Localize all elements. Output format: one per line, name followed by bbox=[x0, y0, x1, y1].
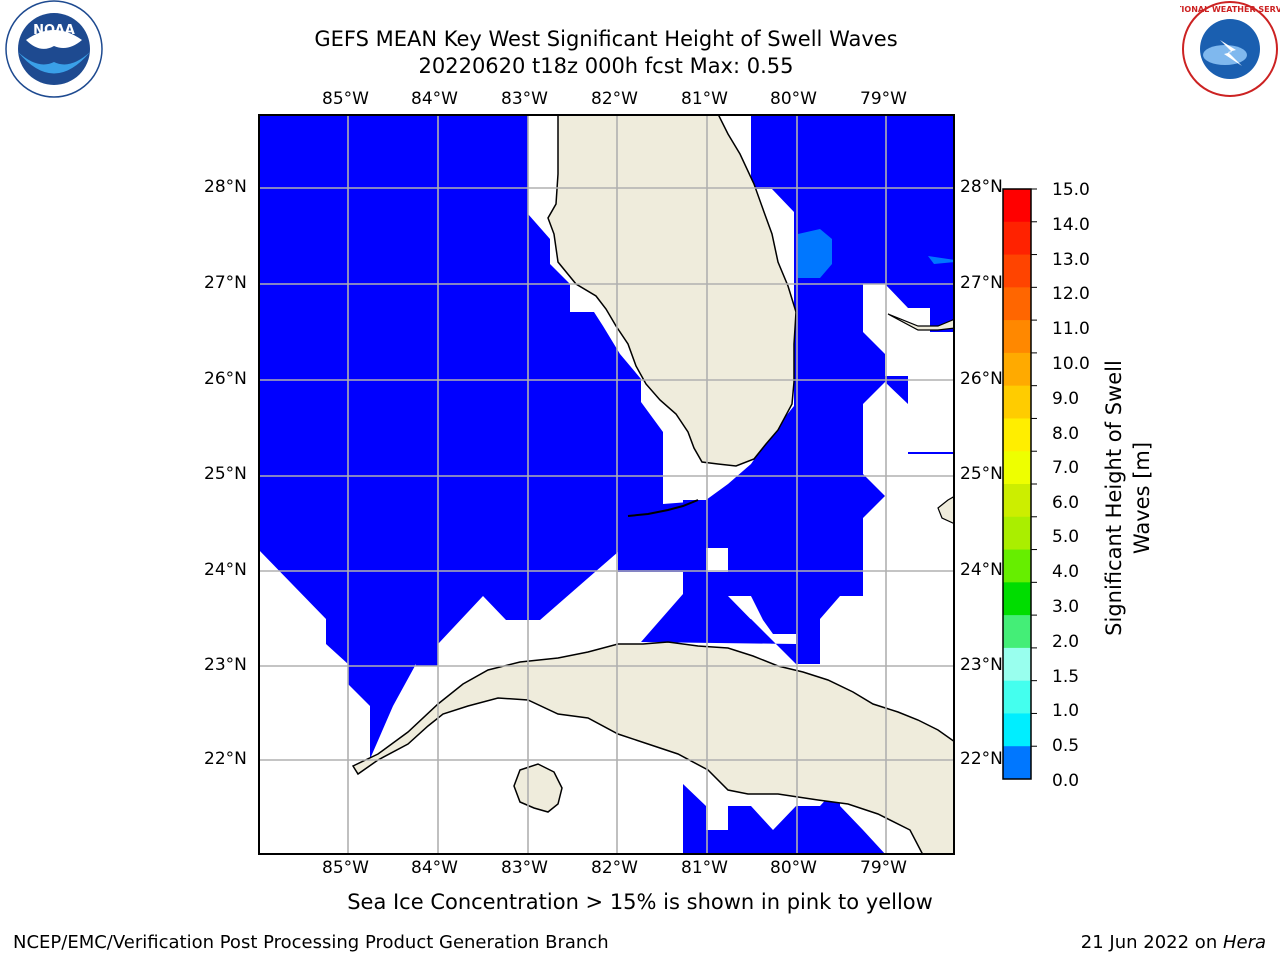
lat-label-right: 28°N bbox=[960, 177, 1003, 197]
lat-label-left: 22°N bbox=[204, 749, 247, 769]
swell-patch-moderate bbox=[928, 256, 955, 264]
lon-label-bottom: 81°W bbox=[681, 858, 728, 878]
colorbar-tick: 10.0 bbox=[1052, 354, 1090, 374]
colorbar-tick: 9.0 bbox=[1052, 389, 1080, 409]
colorbar-tick: 7.0 bbox=[1052, 458, 1080, 478]
map-frame bbox=[258, 114, 955, 855]
colorbar-tick: 0.5 bbox=[1052, 736, 1080, 756]
lat-label-left: 26°N bbox=[204, 369, 247, 389]
map-title: GEFS MEAN Key West Significant Height of… bbox=[314, 27, 898, 51]
map-area bbox=[258, 114, 955, 855]
colorbar-label-line1: Significant Height of Swell bbox=[1102, 360, 1126, 636]
footer-host: Hera bbox=[1222, 932, 1266, 953]
colorbar-tick: 4.0 bbox=[1052, 562, 1080, 582]
lat-label-left: 23°N bbox=[204, 655, 247, 675]
bahamas-island bbox=[887, 313, 955, 331]
lon-label-top: 82°W bbox=[591, 89, 638, 109]
colorbar-segment bbox=[1003, 287, 1031, 321]
colorbar-segment bbox=[1003, 615, 1031, 649]
colorbar-segment bbox=[1003, 352, 1031, 387]
colorbar-tick: 15.0 bbox=[1052, 180, 1090, 200]
colorbar-segment bbox=[1003, 418, 1031, 452]
lat-label-left: 27°N bbox=[204, 273, 247, 293]
colorbar-segment bbox=[1003, 582, 1031, 616]
colorbar-segment bbox=[1003, 221, 1031, 256]
lat-label-right: 22°N bbox=[960, 749, 1003, 769]
colorbar-segment bbox=[1003, 451, 1031, 485]
lon-label-bottom: 85°W bbox=[322, 858, 369, 878]
colorbar-tick: 8.0 bbox=[1052, 424, 1080, 444]
lat-label-right: 24°N bbox=[960, 560, 1003, 580]
colorbar-segment bbox=[1003, 647, 1031, 682]
colorbar-label-line2: Waves [m] bbox=[1130, 441, 1154, 555]
map-gridlines bbox=[258, 114, 955, 855]
colorbar-tick: 14.0 bbox=[1052, 215, 1090, 235]
lon-label-top: 79°W bbox=[860, 89, 907, 109]
colorbar-segment bbox=[1003, 320, 1031, 354]
lon-label-bottom: 79°W bbox=[860, 858, 907, 878]
colorbar-tick: 13.0 bbox=[1052, 250, 1090, 270]
lon-label-bottom: 83°W bbox=[501, 858, 548, 878]
footer-left: NCEP/EMC/Verification Post Processing Pr… bbox=[13, 932, 609, 953]
cuba-landmass bbox=[351, 641, 955, 855]
lon-label-bottom: 80°W bbox=[770, 858, 817, 878]
colorbar-segment bbox=[1003, 385, 1031, 419]
colorbar-tick: 5.0 bbox=[1052, 527, 1080, 547]
isle-of-youth bbox=[513, 763, 563, 813]
colorbar-tick: 0.0 bbox=[1052, 771, 1080, 791]
map-subtitle: 20220620 t18z 000h fcst Max: 0.55 bbox=[418, 54, 794, 78]
lon-label-top: 85°W bbox=[322, 89, 369, 109]
colorbar-tick: 3.0 bbox=[1052, 597, 1080, 617]
colorbar-segment bbox=[1003, 189, 1031, 223]
colorbar-tick: 1.5 bbox=[1052, 667, 1080, 687]
footer-right: 21 Jun 2022 on Hera bbox=[1081, 932, 1266, 953]
colorbar-tick: 11.0 bbox=[1052, 319, 1090, 339]
noaa-logo: NOAA bbox=[5, 0, 103, 98]
lon-label-bottom: 82°W bbox=[591, 858, 638, 878]
sea-ice-caption: Sea Ice Concentration > 15% is shown in … bbox=[347, 890, 933, 914]
colorbar-segment bbox=[1003, 746, 1031, 780]
colorbar-tick: 6.0 bbox=[1052, 493, 1080, 513]
colorbar bbox=[1002, 188, 1037, 780]
florida-keys bbox=[627, 499, 699, 517]
colorbar-tick: 2.0 bbox=[1052, 632, 1080, 652]
lon-label-bottom: 84°W bbox=[411, 858, 458, 878]
nws-logo: NATIONAL WEATHER SERVICE bbox=[1180, 1, 1280, 97]
colorbar-segment bbox=[1003, 254, 1031, 288]
colorbar-segment bbox=[1003, 713, 1031, 747]
lat-label-left: 24°N bbox=[204, 560, 247, 580]
lat-label-left: 25°N bbox=[204, 464, 247, 484]
noaa-logo-text: NOAA bbox=[33, 23, 75, 38]
lat-label-right: 23°N bbox=[960, 655, 1003, 675]
colorbar-segment bbox=[1003, 680, 1031, 714]
colorbar-segment bbox=[1003, 549, 1031, 583]
colorbar-tick: 1.0 bbox=[1052, 701, 1080, 721]
colorbar-segment bbox=[1003, 484, 1031, 518]
lon-label-top: 84°W bbox=[411, 89, 458, 109]
colorbar-tick: 12.0 bbox=[1052, 284, 1090, 304]
lon-label-top: 83°W bbox=[501, 89, 548, 109]
florida-landmass bbox=[547, 114, 797, 467]
swell-field bbox=[258, 114, 955, 855]
lat-label-right: 26°N bbox=[960, 369, 1003, 389]
lat-label-right: 25°N bbox=[960, 464, 1003, 484]
colorbar-label: Significant Height of Swell Waves [m] bbox=[1100, 353, 1160, 643]
swell-patch-moderate bbox=[798, 229, 832, 278]
lat-label-right: 27°N bbox=[960, 273, 1003, 293]
nws-logo-text: NATIONAL WEATHER SERVICE bbox=[1180, 5, 1280, 14]
colorbar-segment bbox=[1003, 516, 1031, 551]
lon-label-top: 81°W bbox=[681, 89, 728, 109]
lat-label-left: 28°N bbox=[204, 177, 247, 197]
footer-date: 21 Jun 2022 on bbox=[1080, 932, 1223, 953]
lon-label-top: 80°W bbox=[770, 89, 817, 109]
